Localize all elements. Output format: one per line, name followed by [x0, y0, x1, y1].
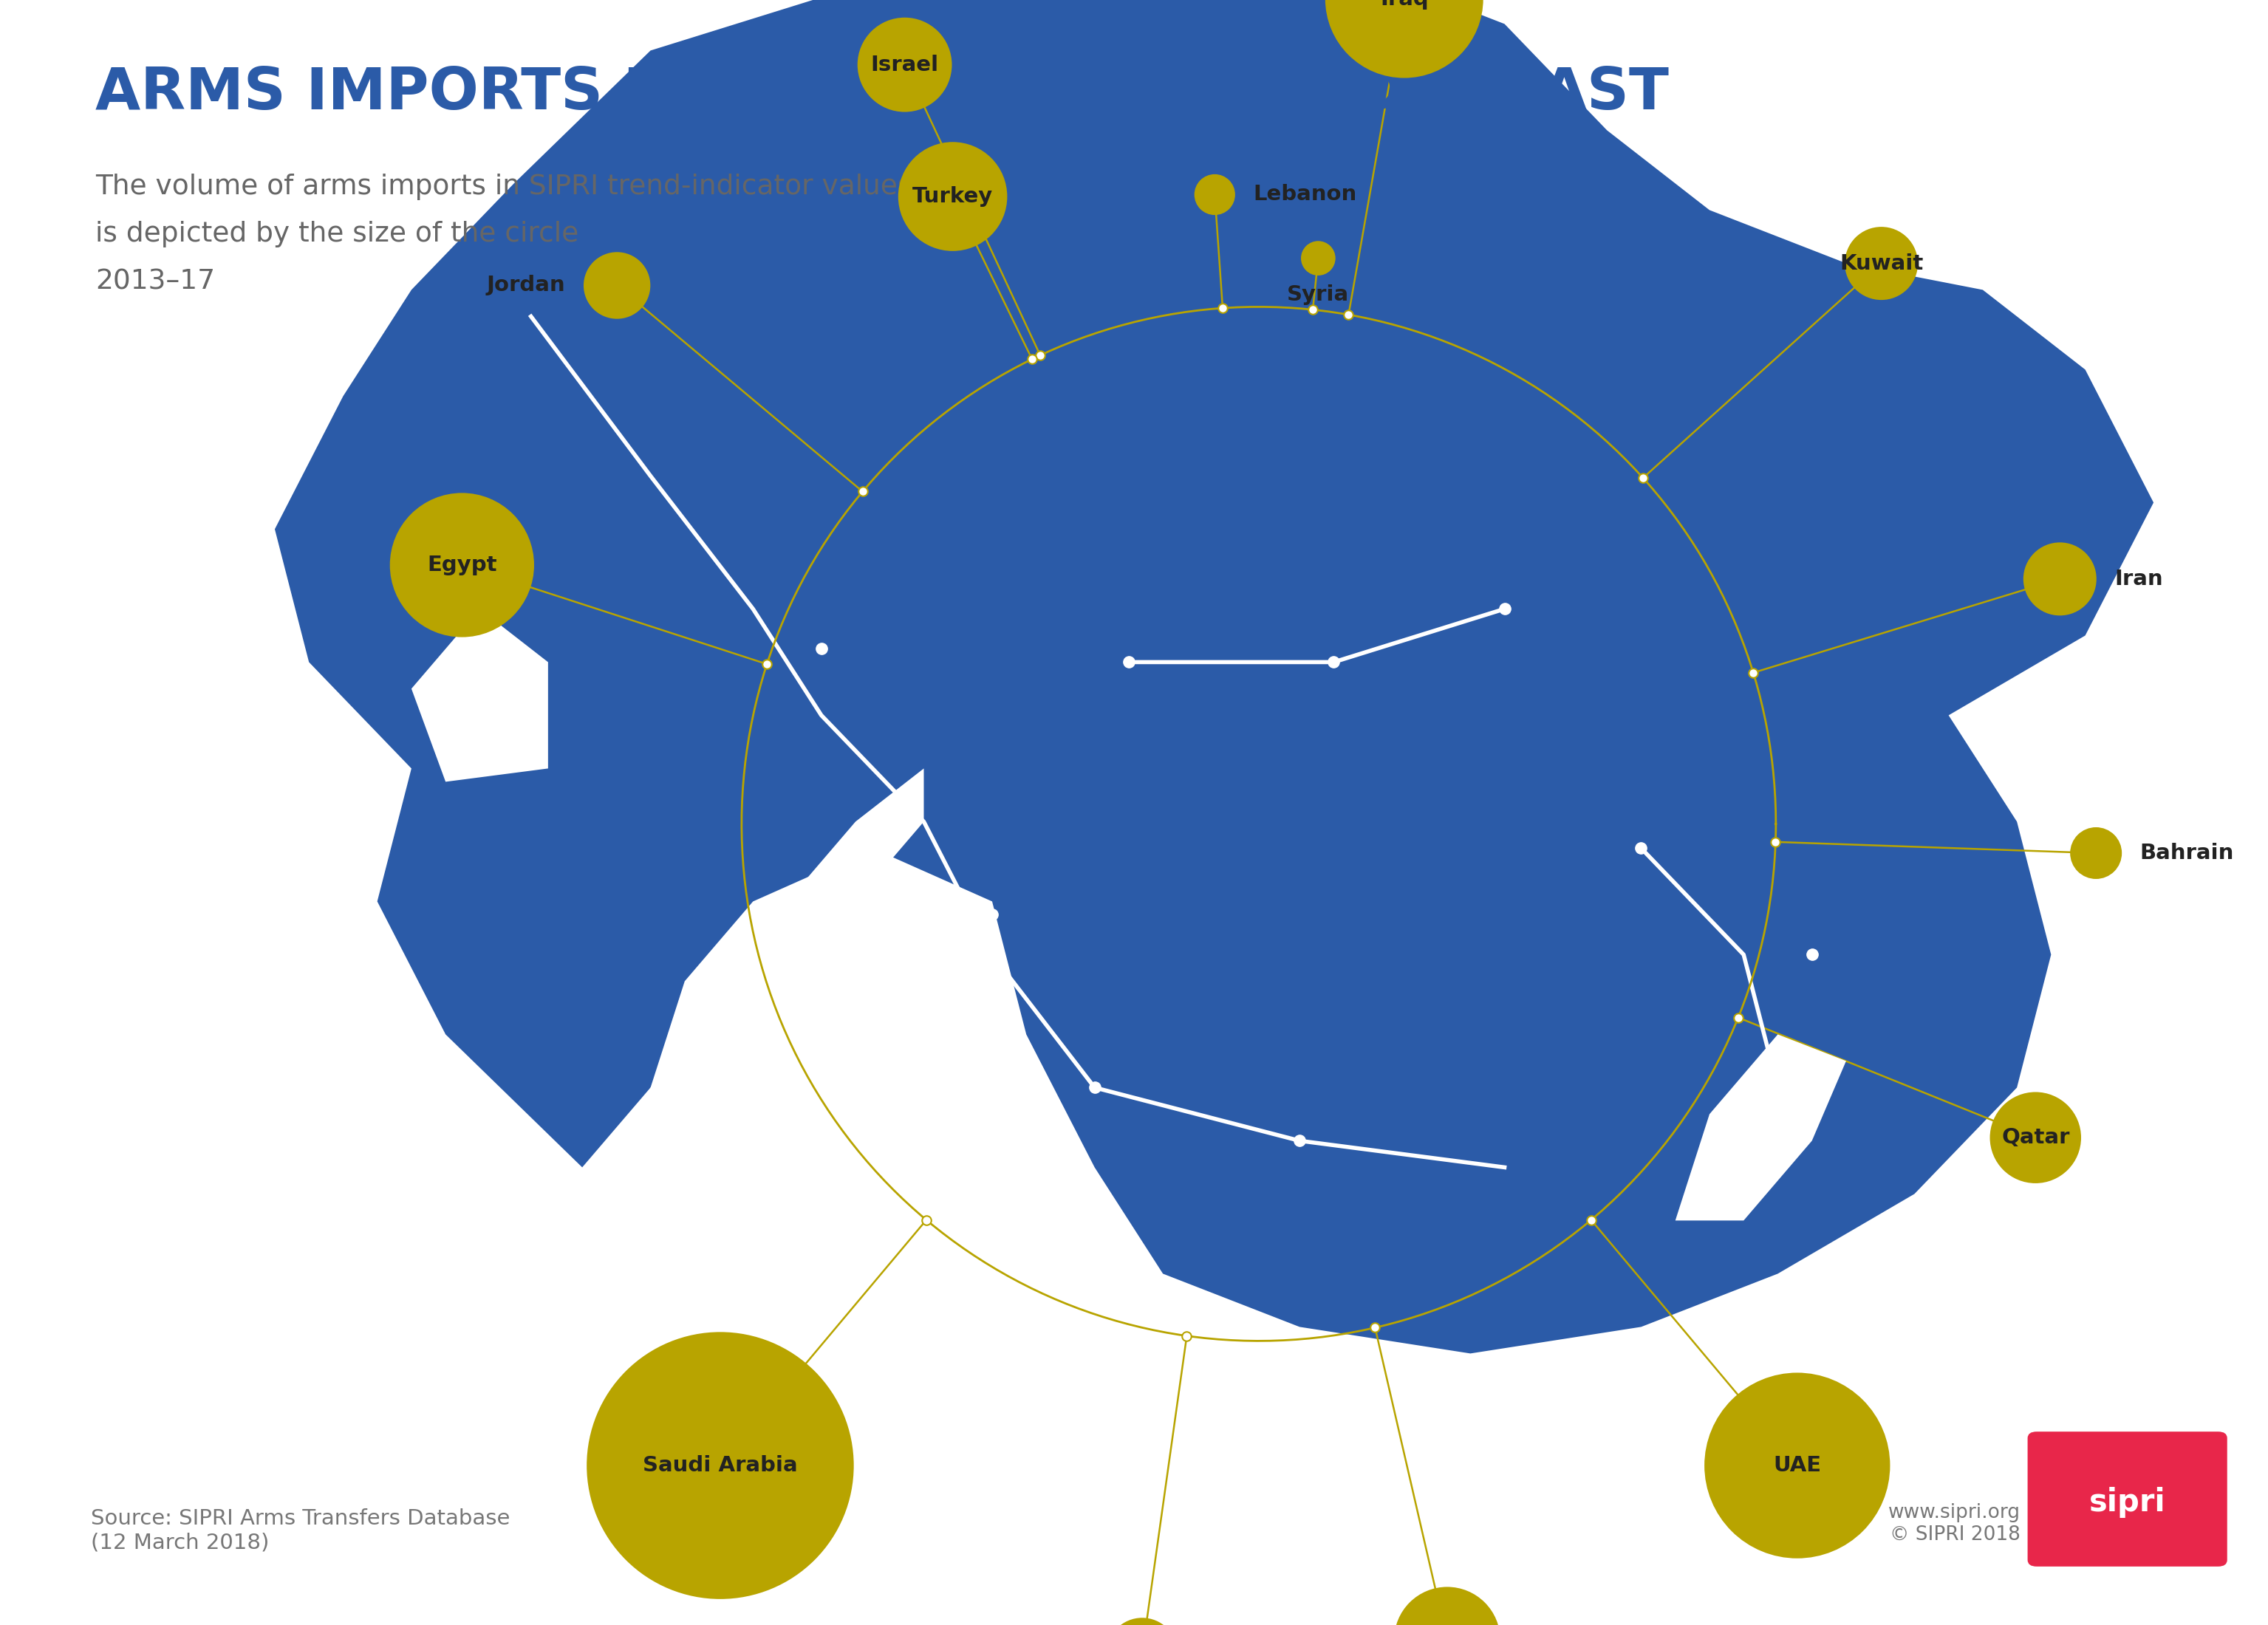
Ellipse shape [1302, 240, 1336, 276]
FancyBboxPatch shape [2028, 1432, 2227, 1567]
Polygon shape [1676, 1035, 1846, 1220]
Text: Source: SIPRI Arms Transfers Database
(12 March 2018): Source: SIPRI Arms Transfers Database (1… [91, 1508, 510, 1552]
Text: www.sipri.org
© SIPRI 2018: www.sipri.org © SIPRI 2018 [1889, 1503, 2021, 1544]
Text: 2013–17: 2013–17 [95, 268, 215, 294]
Text: Egypt: Egypt [426, 554, 497, 575]
Text: Iraq: Iraq [1379, 0, 1429, 10]
Ellipse shape [1706, 1373, 1889, 1558]
Ellipse shape [1195, 174, 1236, 215]
Text: sipri: sipri [2089, 1487, 2166, 1518]
Text: Bahrain: Bahrain [2141, 843, 2234, 863]
Text: UAE: UAE [1774, 1454, 1821, 1476]
Text: is depicted by the size of the circle: is depicted by the size of the circle [95, 221, 578, 247]
Ellipse shape [1325, 0, 1483, 78]
Text: ARMS IMPORTS BY STATES IN THE MIDDLE EAST: ARMS IMPORTS BY STATES IN THE MIDDLE EAS… [95, 65, 1669, 122]
Text: Turkey: Turkey [912, 187, 993, 206]
Polygon shape [411, 609, 549, 782]
Ellipse shape [1844, 228, 1919, 301]
Text: Saudi Arabia: Saudi Arabia [642, 1454, 798, 1476]
Text: Syria: Syria [1288, 284, 1349, 306]
Ellipse shape [1395, 1588, 1501, 1625]
Ellipse shape [2071, 827, 2123, 879]
Text: Kuwait: Kuwait [1839, 254, 1923, 273]
Ellipse shape [2023, 543, 2096, 616]
Ellipse shape [857, 18, 953, 112]
Text: Jordan: Jordan [488, 275, 565, 296]
Ellipse shape [583, 252, 651, 319]
Ellipse shape [1107, 1618, 1177, 1625]
Ellipse shape [390, 492, 533, 637]
Text: Lebanon: Lebanon [1254, 184, 1356, 205]
Text: Qatar: Qatar [2000, 1128, 2071, 1147]
Text: Israel: Israel [871, 54, 939, 75]
Ellipse shape [587, 1332, 853, 1599]
Polygon shape [274, 0, 2155, 1354]
Text: The volume of arms imports in SIPRI trend-indicator values: The volume of arms imports in SIPRI tren… [95, 174, 912, 200]
Ellipse shape [898, 141, 1007, 250]
Text: Iran: Iran [2114, 569, 2164, 590]
Ellipse shape [1989, 1092, 2082, 1183]
Polygon shape [617, 769, 923, 1167]
